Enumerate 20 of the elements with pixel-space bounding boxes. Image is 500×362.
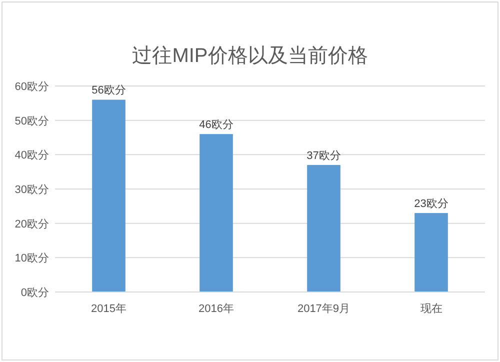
y-tick-label: 20欧分 [14,218,49,230]
y-tick-label: 10欧分 [14,252,49,265]
data-label: 56欧分 [92,84,126,97]
y-tick-label: 0欧分 [20,287,49,299]
data-label: 37欧分 [306,150,341,162]
chart-title: 过往MIP价格以及当前价格 [132,45,368,67]
bar [200,134,233,292]
bar [307,164,340,292]
data-label: 23欧分 [414,198,448,210]
data-label: 46欧分 [199,119,234,132]
x-tick-label: 2015年 [91,303,126,315]
y-tick-label: 40欧分 [14,150,49,162]
x-tick-label: 2016年 [198,303,234,315]
x-tick-label: 现在 [420,303,442,315]
bar [414,213,448,292]
x-tick-label: 2017年9月 [297,303,350,315]
bar [92,100,126,292]
y-tick-label: 60欧分 [14,81,49,93]
y-tick-label: 30欧分 [14,184,49,196]
y-tick-label: 50欧分 [14,115,49,128]
